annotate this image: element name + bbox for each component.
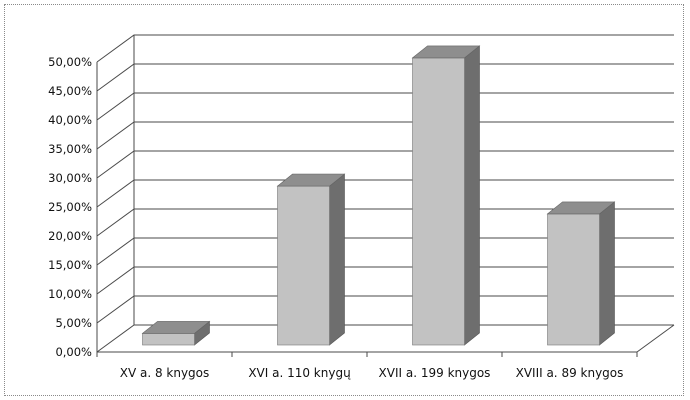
bar [546,201,616,346]
bar-side-face [329,173,345,346]
x-category-label: XV a. 8 knygos [120,366,210,380]
y-axis-tick-labels: 0,00% 5,00% 10,00% 15,00% 20,00% 25,00% 30,00%… [48,55,92,359]
x-category-label: XVIII a. 89 knygos [516,366,624,380]
bar-side-face [599,201,615,346]
y-tick-label: 40,00% [48,113,92,127]
x-axis-category-labels: XV a. 8 knygos XVI a. 110 knygų XVII a. 19… [120,366,624,380]
bar [411,45,481,346]
gridline [96,150,674,179]
y-tick-label: 5,00% [55,316,92,330]
bar-side-face [464,45,480,346]
bar-front-face [277,185,330,346]
y-tick-label: 35,00% [48,142,92,156]
y-tick-label: 20,00% [48,229,92,243]
y-tick-label: 45,00% [48,84,92,98]
chart-frame [4,4,684,396]
bar-front-face [547,213,600,346]
y-tick-label: 25,00% [48,200,92,214]
bar-front-face [142,333,195,346]
bar-top-face [411,45,481,59]
bar-top-face [276,173,346,187]
y-tick-label: 10,00% [48,287,92,301]
gridline [96,92,674,121]
bar [276,173,346,346]
bar [141,320,211,346]
y-tick-label: 50,00% [48,55,92,69]
x-category-label: XVII a. 199 knygos [379,366,491,380]
bar-front-face [412,57,465,346]
y-tick-label: 0,00% [55,345,92,359]
y-tick-label: 15,00% [48,258,92,272]
bar-top-face [546,201,616,215]
y-tick-label: 30,00% [48,171,92,185]
floor-edge-line [636,324,675,353]
x-category-label: XVI a. 110 knygų [248,366,351,380]
chart-bars [141,45,616,346]
chart-axes [96,35,675,357]
gridline [96,121,674,150]
bar-top-face [141,321,211,334]
gridline [96,34,674,63]
gridline [96,63,674,92]
